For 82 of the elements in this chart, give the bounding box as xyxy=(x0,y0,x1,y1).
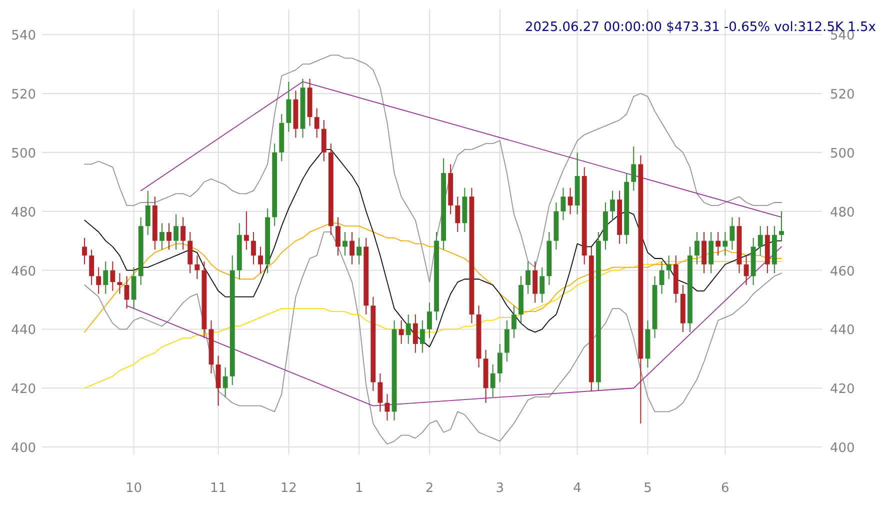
x-tick-label: 3 xyxy=(496,481,504,496)
candlestick xyxy=(342,231,348,256)
candlestick xyxy=(216,355,221,406)
candlestick xyxy=(420,320,425,354)
candlestick xyxy=(694,231,700,265)
line-series xyxy=(84,54,782,283)
x-tick-label: 4 xyxy=(573,481,582,496)
candlestick xyxy=(526,260,531,294)
candlestick xyxy=(314,108,320,138)
candlestick xyxy=(166,222,172,250)
candlestick xyxy=(251,231,256,265)
candlestick xyxy=(532,260,538,304)
candlestick xyxy=(244,210,249,250)
candlestick xyxy=(758,226,763,256)
candlestick xyxy=(490,364,496,398)
candlestick xyxy=(174,214,179,250)
y-tick-label: 520 xyxy=(11,87,36,102)
candlestick xyxy=(222,367,228,398)
candlestick xyxy=(610,190,615,221)
candlestick xyxy=(666,255,672,280)
x-tick-label: 6 xyxy=(721,481,730,496)
y2-tick-label: 420 xyxy=(830,382,855,398)
line-series xyxy=(84,222,782,333)
candlestick xyxy=(716,231,721,256)
y-tick-label: 540 xyxy=(11,28,36,44)
candlestick xyxy=(455,196,460,232)
candlestick xyxy=(427,302,432,339)
x-tick-label: 12 xyxy=(280,481,297,496)
candlestick xyxy=(540,266,545,304)
x-tick-label: 2 xyxy=(425,481,434,496)
candlestick xyxy=(406,314,411,344)
y-tick-label: 460 xyxy=(11,264,36,280)
candlestick xyxy=(286,81,292,132)
y2-tick-label: 440 xyxy=(830,323,855,338)
x-tick-label: 1 xyxy=(354,481,364,496)
candlestick xyxy=(321,120,326,162)
x-tick-label: 5 xyxy=(644,481,652,496)
candlestick xyxy=(702,231,707,274)
candlestick xyxy=(568,187,573,215)
candlestick xyxy=(497,343,502,383)
candlestick xyxy=(110,260,116,292)
candlestick xyxy=(398,320,404,344)
y2-tick-label: 500 xyxy=(830,146,855,162)
candlestick xyxy=(258,246,263,274)
x-tick-label: 11 xyxy=(210,481,227,496)
candlestick xyxy=(631,146,636,192)
candlestick xyxy=(82,237,87,265)
candlestick xyxy=(194,255,200,280)
candlestick xyxy=(103,260,108,294)
candlestick xyxy=(722,231,728,256)
y2-tick-label: 520 xyxy=(830,87,855,102)
candlestick xyxy=(180,216,186,250)
candlestick xyxy=(659,260,664,294)
line-series xyxy=(126,246,782,406)
candlestick xyxy=(356,237,362,265)
y2-tick-label: 460 xyxy=(830,264,855,280)
candlestick xyxy=(131,266,136,310)
candlestick xyxy=(511,305,516,339)
candlestick xyxy=(335,216,340,256)
y2-tick-label: 480 xyxy=(830,205,855,220)
candlestick xyxy=(124,276,130,310)
y-tick-label: 440 xyxy=(11,323,36,338)
candlestick xyxy=(350,231,355,265)
candlestick xyxy=(145,190,150,236)
candlestick xyxy=(504,320,510,362)
y-tick-label: 500 xyxy=(11,146,36,162)
y-tick-label: 480 xyxy=(11,205,36,220)
candlestick xyxy=(117,272,122,294)
candlestick xyxy=(412,314,418,354)
y-tick-label: 420 xyxy=(11,382,36,398)
candlestick xyxy=(89,249,94,286)
candlestick xyxy=(96,266,102,294)
candlestick xyxy=(188,231,193,274)
y2-tick-label: 400 xyxy=(830,441,855,456)
candlestick xyxy=(779,210,784,242)
candlestick xyxy=(378,372,383,412)
candlestick xyxy=(159,222,164,250)
y-tick-label: 400 xyxy=(11,441,36,456)
candlestick xyxy=(560,187,566,221)
x-tick-label: 10 xyxy=(126,481,142,496)
candlestick xyxy=(730,216,735,250)
candlestick xyxy=(708,231,714,274)
